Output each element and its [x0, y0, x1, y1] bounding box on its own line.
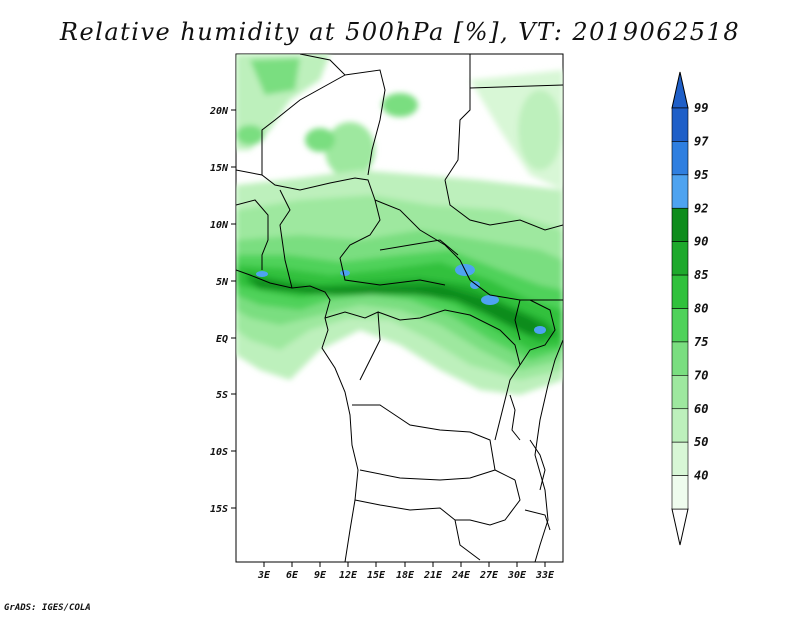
colorbar-label: 75 — [694, 335, 708, 349]
lon-tick-label: 6E — [286, 570, 299, 581]
lat-tick-label: 10S — [210, 447, 228, 458]
lon-tick-label: 18E — [396, 570, 415, 581]
lon-tick-label: 33E — [535, 570, 555, 581]
colorbar-swatch — [671, 408, 689, 443]
colorbar-swatch — [671, 308, 689, 343]
colorbar-swatch — [671, 375, 689, 410]
colorbar-label: 97 — [694, 134, 709, 148]
colorbar-swatch — [671, 441, 689, 476]
colorbar-label: 60 — [694, 402, 708, 416]
lon-tick-label: 15E — [367, 570, 386, 581]
lon-tick-label: 12E — [339, 570, 358, 581]
colorbar-label: 50 — [694, 435, 708, 449]
colorbar-swatch — [671, 107, 689, 142]
colorbar-label: 85 — [694, 268, 708, 282]
colorbar-label: 95 — [694, 168, 708, 182]
lon-tick-label: 27E — [479, 570, 499, 581]
colorbar-bottom-arrow — [671, 508, 689, 546]
colorbar-swatch — [671, 207, 689, 242]
lon-tick-label: 21E — [423, 570, 443, 581]
colorbar: 99 97 95 92 90 85 80 75 70 60 50 40 — [671, 71, 709, 546]
colorbar-label: 92 — [694, 201, 708, 215]
lon-tick-label: 9E — [314, 570, 327, 581]
lat-axis: 20N 15N 10N 5N EQ 5S 10S 15S — [209, 106, 236, 515]
lon-tick-label: 30E — [507, 570, 527, 581]
lat-tick-label: 20N — [209, 106, 229, 117]
lat-tick-label: 15S — [210, 504, 228, 515]
colorbar-top-arrow — [671, 71, 689, 109]
colorbar-swatch — [671, 475, 689, 510]
colorbar-swatch — [671, 241, 689, 276]
lat-tick-label: 15N — [210, 163, 229, 174]
colorbar-label: 99 — [694, 101, 708, 115]
colorbar-swatch — [671, 141, 689, 176]
colorbar-label: 40 — [694, 469, 708, 483]
lat-tick-label: 5N — [216, 277, 229, 288]
lat-tick-label: 5S — [216, 390, 228, 401]
colorbar-label: 80 — [694, 302, 708, 316]
country-borders — [236, 54, 563, 562]
lat-tick-label: EQ — [216, 334, 228, 345]
lon-tick-label: 3E — [257, 570, 271, 581]
colorbar-swatch — [671, 174, 689, 209]
colorbar-swatch — [671, 274, 689, 309]
lon-tick-label: 24E — [451, 570, 471, 581]
colorbar-swatch — [671, 341, 689, 376]
map-title: Relative humidity at 500hPa [%], VT: 201… — [59, 18, 741, 46]
colorbar-label: 70 — [694, 368, 708, 382]
lat-tick-label: 10N — [210, 220, 229, 231]
colorbar-label: 90 — [694, 235, 708, 249]
lon-axis: 3E 6E 9E 12E 15E 18E 21E 24E 27E 30E 33E — [257, 562, 555, 581]
credit-label: GrADS: IGES/COLA — [4, 603, 91, 613]
